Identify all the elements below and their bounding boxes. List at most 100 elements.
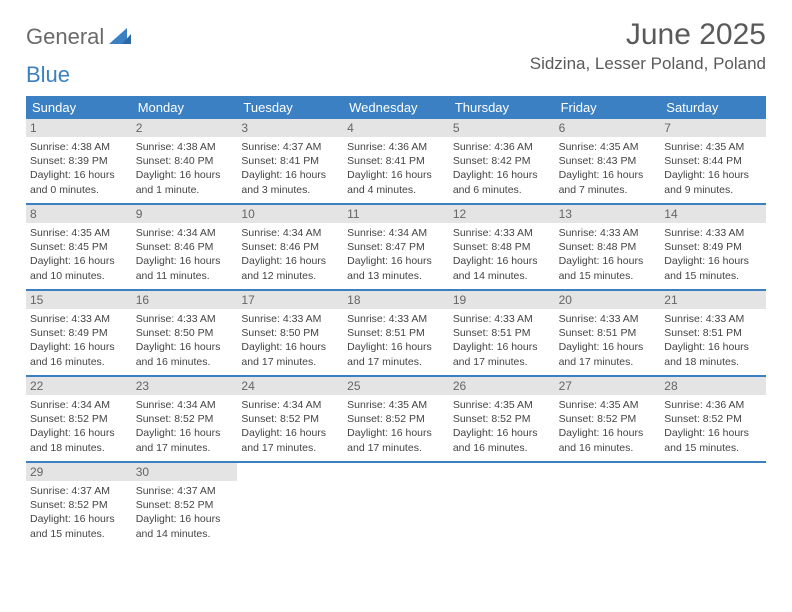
day-cell: 22 Sunrise: 4:34 AMSunset: 8:52 PMDayligh…	[26, 377, 132, 461]
day-details: Sunrise: 4:35 AMSunset: 8:44 PMDaylight:…	[664, 140, 762, 197]
day-cell: 3 Sunrise: 4:37 AMSunset: 8:41 PMDaylight…	[237, 119, 343, 203]
day-cell: 24 Sunrise: 4:34 AMSunset: 8:52 PMDayligh…	[237, 377, 343, 461]
day-details: Sunrise: 4:35 AMSunset: 8:52 PMDaylight:…	[347, 398, 445, 455]
day-cell: 16 Sunrise: 4:33 AMSunset: 8:50 PMDayligh…	[132, 291, 238, 375]
day-cell: 25 Sunrise: 4:35 AMSunset: 8:52 PMDayligh…	[343, 377, 449, 461]
day-cell	[237, 463, 343, 547]
day-cell: 9 Sunrise: 4:34 AMSunset: 8:46 PMDaylight…	[132, 205, 238, 289]
day-details: Sunrise: 4:34 AMSunset: 8:52 PMDaylight:…	[136, 398, 234, 455]
day-number: 13	[555, 205, 661, 223]
day-details: Sunrise: 4:33 AMSunset: 8:51 PMDaylight:…	[559, 312, 657, 369]
day-number: 15	[26, 291, 132, 309]
day-cell: 4Sunrise: 4:36 AMSunset: 8:41 PMDaylight…	[343, 119, 449, 203]
day-details: Sunrise: 4:35 AMSunset: 8:43 PMDaylight:…	[559, 140, 657, 197]
weekday-header: Thursday	[449, 96, 555, 119]
brand-part1: General	[26, 24, 104, 50]
week-row: 8 Sunrise: 4:35 AMSunset: 8:45 PMDaylight…	[26, 205, 766, 291]
day-cell: 6Sunrise: 4:35 AMSunset: 8:43 PMDaylight…	[555, 119, 661, 203]
day-number: 19	[449, 291, 555, 309]
day-number: 23	[132, 377, 238, 395]
day-number: 17	[237, 291, 343, 309]
day-details: Sunrise: 4:34 AMSunset: 8:47 PMDaylight:…	[347, 226, 445, 283]
day-cell: 8 Sunrise: 4:35 AMSunset: 8:45 PMDaylight…	[26, 205, 132, 289]
day-cell: 27Sunrise: 4:35 AMSunset: 8:52 PMDayligh…	[555, 377, 661, 461]
day-details: Sunrise: 4:37 AMSunset: 8:52 PMDaylight:…	[30, 484, 128, 541]
day-cell: 10 Sunrise: 4:34 AMSunset: 8:46 PMDayligh…	[237, 205, 343, 289]
day-details: Sunrise: 4:35 AMSunset: 8:52 PMDaylight:…	[453, 398, 551, 455]
day-details: Sunrise: 4:37 AMSunset: 8:52 PMDaylight:…	[136, 484, 234, 541]
day-cell: 7 Sunrise: 4:35 AMSunset: 8:44 PMDaylight…	[660, 119, 766, 203]
day-number: 8	[26, 205, 132, 223]
day-details: Sunrise: 4:33 AMSunset: 8:51 PMDaylight:…	[453, 312, 551, 369]
day-number: 16	[132, 291, 238, 309]
location-text: Sidzina, Lesser Poland, Poland	[530, 54, 766, 74]
day-details: Sunrise: 4:34 AMSunset: 8:52 PMDaylight:…	[30, 398, 128, 455]
weekday-header: Saturday	[660, 96, 766, 119]
week-row: 15 Sunrise: 4:33 AMSunset: 8:49 PMDayligh…	[26, 291, 766, 377]
day-cell	[555, 463, 661, 547]
day-details: Sunrise: 4:33 AMSunset: 8:49 PMDaylight:…	[664, 226, 762, 283]
day-details: Sunrise: 4:33 AMSunset: 8:48 PMDaylight:…	[559, 226, 657, 283]
day-number: 14	[660, 205, 766, 223]
day-details: Sunrise: 4:33 AMSunset: 8:50 PMDaylight:…	[136, 312, 234, 369]
day-number: 2	[132, 119, 238, 137]
day-cell: 17 Sunrise: 4:33 AMSunset: 8:50 PMDayligh…	[237, 291, 343, 375]
calendar-table: SundayMondayTuesdayWednesdayThursdayFrid…	[26, 96, 766, 547]
day-cell: 20Sunrise: 4:33 AMSunset: 8:51 PMDayligh…	[555, 291, 661, 375]
weekday-header: Wednesday	[343, 96, 449, 119]
day-number: 5	[449, 119, 555, 137]
day-number: 18	[343, 291, 449, 309]
weeks-container: 1Sunrise: 4:38 AMSunset: 8:39 PMDaylight…	[26, 119, 766, 547]
day-cell: 23 Sunrise: 4:34 AMSunset: 8:52 PMDayligh…	[132, 377, 238, 461]
day-details: Sunrise: 4:38 AMSunset: 8:40 PMDaylight:…	[136, 140, 234, 197]
day-cell	[449, 463, 555, 547]
day-details: Sunrise: 4:38 AMSunset: 8:39 PMDaylight:…	[30, 140, 128, 197]
week-row: 29Sunrise: 4:37 AMSunset: 8:52 PMDayligh…	[26, 463, 766, 547]
weekday-header-row: SundayMondayTuesdayWednesdayThursdayFrid…	[26, 96, 766, 119]
day-cell: 13 Sunrise: 4:33 AMSunset: 8:48 PMDayligh…	[555, 205, 661, 289]
title-block: June 2025 Sidzina, Lesser Poland, Poland	[530, 18, 766, 74]
day-details: Sunrise: 4:35 AMSunset: 8:52 PMDaylight:…	[559, 398, 657, 455]
weekday-header: Monday	[132, 96, 238, 119]
day-number: 9	[132, 205, 238, 223]
day-cell: 28Sunrise: 4:36 AMSunset: 8:52 PMDayligh…	[660, 377, 766, 461]
day-details: Sunrise: 4:34 AMSunset: 8:46 PMDaylight:…	[241, 226, 339, 283]
day-cell: 15 Sunrise: 4:33 AMSunset: 8:49 PMDayligh…	[26, 291, 132, 375]
day-details: Sunrise: 4:33 AMSunset: 8:50 PMDaylight:…	[241, 312, 339, 369]
day-details: Sunrise: 4:35 AMSunset: 8:45 PMDaylight:…	[30, 226, 128, 283]
day-details: Sunrise: 4:33 AMSunset: 8:51 PMDaylight:…	[664, 312, 762, 369]
weekday-header: Friday	[555, 96, 661, 119]
day-details: Sunrise: 4:34 AMSunset: 8:52 PMDaylight:…	[241, 398, 339, 455]
day-number: 21	[660, 291, 766, 309]
day-cell	[343, 463, 449, 547]
day-cell: 14 Sunrise: 4:33 AMSunset: 8:49 PMDayligh…	[660, 205, 766, 289]
day-number: 24	[237, 377, 343, 395]
day-cell: 18 Sunrise: 4:33 AMSunset: 8:51 PMDayligh…	[343, 291, 449, 375]
day-details: Sunrise: 4:37 AMSunset: 8:41 PMDaylight:…	[241, 140, 339, 197]
day-number: 22	[26, 377, 132, 395]
day-details: Sunrise: 4:33 AMSunset: 8:48 PMDaylight:…	[453, 226, 551, 283]
day-details: Sunrise: 4:33 AMSunset: 8:51 PMDaylight:…	[347, 312, 445, 369]
day-number: 10	[237, 205, 343, 223]
day-cell: 29 Sunrise: 4:37 AMSunset: 8:52 PMDayligh…	[26, 463, 132, 547]
day-cell: 5 Sunrise: 4:36 AMSunset: 8:42 PMDaylight…	[449, 119, 555, 203]
day-number: 25	[343, 377, 449, 395]
weekday-header: Tuesday	[237, 96, 343, 119]
day-cell	[660, 463, 766, 547]
day-number: 7	[660, 119, 766, 137]
day-number: 3	[237, 119, 343, 137]
day-cell: 26 Sunrise: 4:35 AMSunset: 8:52 PMDayligh…	[449, 377, 555, 461]
day-number: 11	[343, 205, 449, 223]
day-number: 12	[449, 205, 555, 223]
day-details: Sunrise: 4:33 AMSunset: 8:49 PMDaylight:…	[30, 312, 128, 369]
logo-triangle-icon	[109, 24, 131, 50]
week-row: 22Sunrise: 4:34 AMSunset: 8:52 PMDayligh…	[26, 377, 766, 463]
month-title: June 2025	[530, 18, 766, 52]
day-details: Sunrise: 4:36 AMSunset: 8:42 PMDaylight:…	[453, 140, 551, 197]
day-number: 29	[26, 463, 132, 481]
day-number: 26	[449, 377, 555, 395]
day-cell: 11 Sunrise: 4:34 AMSunset: 8:47 PMDayligh…	[343, 205, 449, 289]
day-cell: 30Sunrise: 4:37 AMSunset: 8:52 PMDayligh…	[132, 463, 238, 547]
day-details: Sunrise: 4:34 AMSunset: 8:46 PMDaylight:…	[136, 226, 234, 283]
brand-logo: General	[26, 18, 133, 50]
